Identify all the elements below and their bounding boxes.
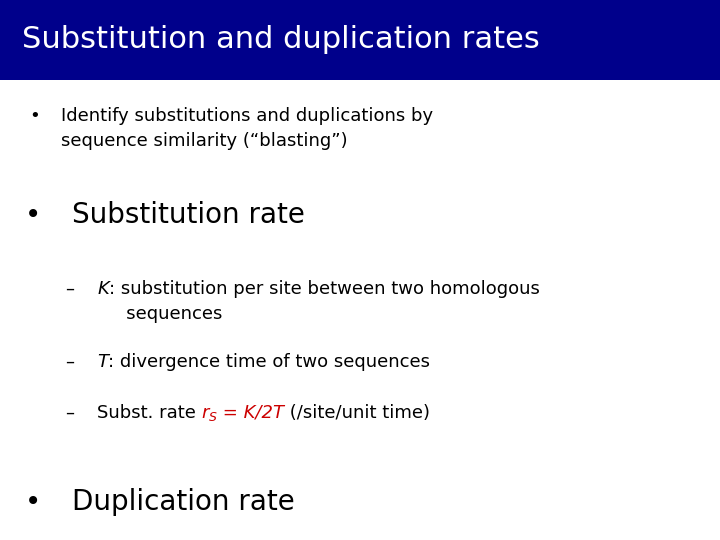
Text: •: • xyxy=(25,201,42,229)
Text: : divergence time of two sequences: : divergence time of two sequences xyxy=(108,353,431,370)
Text: Duplication rate: Duplication rate xyxy=(72,488,294,516)
Text: –: – xyxy=(65,280,73,298)
Text: Substitution and duplication rates: Substitution and duplication rates xyxy=(22,25,539,55)
Text: –: – xyxy=(65,353,73,370)
Text: S: S xyxy=(210,411,217,424)
Text: •: • xyxy=(29,107,40,125)
Text: : substitution per site between two homologous
   sequences: : substitution per site between two homo… xyxy=(109,280,540,323)
Text: Identify substitutions and duplications by
sequence similarity (“blasting”): Identify substitutions and duplications … xyxy=(61,107,433,150)
FancyBboxPatch shape xyxy=(0,0,720,80)
Text: (/site/unit time): (/site/unit time) xyxy=(284,404,430,422)
Text: K: K xyxy=(97,280,109,298)
Text: r: r xyxy=(202,404,210,422)
Text: T: T xyxy=(97,353,108,370)
Text: Substitution rate: Substitution rate xyxy=(72,201,305,229)
Text: •: • xyxy=(25,488,42,516)
Text: Subst. rate: Subst. rate xyxy=(97,404,202,422)
Text: –: – xyxy=(65,404,73,422)
Text: = K/2T: = K/2T xyxy=(217,404,284,422)
